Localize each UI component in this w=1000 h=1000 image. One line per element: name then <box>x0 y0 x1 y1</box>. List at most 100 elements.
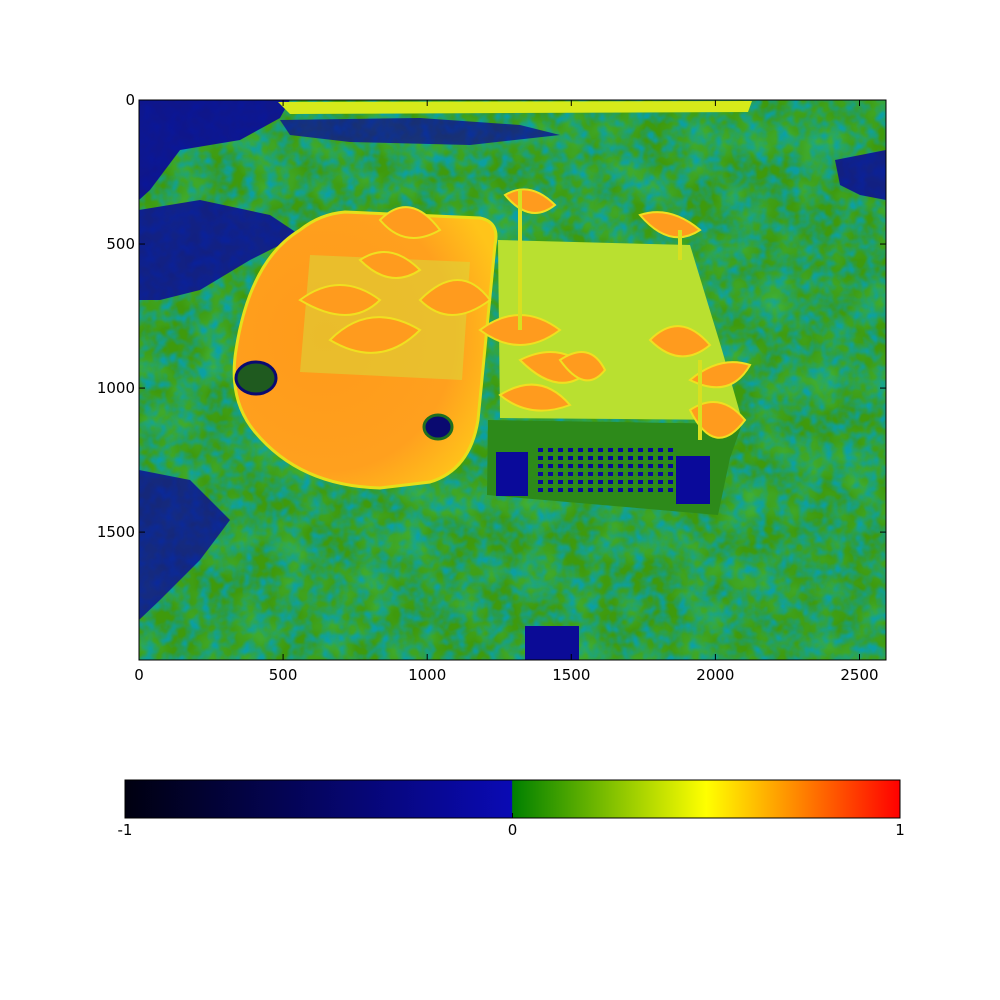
crate-slot <box>578 464 583 468</box>
crate-slot <box>628 448 633 452</box>
x-tick-label: 1000 <box>408 666 446 684</box>
negative-region-right <box>835 150 886 200</box>
crate-slot <box>558 480 563 484</box>
crate-slot <box>628 480 633 484</box>
crate-slot <box>608 472 613 476</box>
crate-slot <box>548 472 553 476</box>
crate-slot <box>568 448 573 452</box>
y-axis: 0 500 1000 1500 <box>97 91 886 541</box>
crate-slot <box>608 448 613 452</box>
crate-slot <box>538 448 543 452</box>
crate-slot <box>588 448 593 452</box>
crate-slot <box>628 464 633 468</box>
stems <box>518 190 702 440</box>
crate-slot <box>628 488 633 492</box>
y-tick-label: 1000 <box>97 379 135 397</box>
negative-region-bottom-object <box>525 626 579 660</box>
crate-slot <box>548 456 553 460</box>
colorbar-tick-label: 1 <box>895 821 905 839</box>
x-axis: 0 500 1000 1500 2000 2500 <box>134 100 879 684</box>
crate-slot <box>558 464 563 468</box>
crate-slot <box>578 472 583 476</box>
crate-slot <box>538 456 543 460</box>
crate-slot <box>538 472 543 476</box>
crate-slot <box>638 456 643 460</box>
crate-slot <box>608 480 613 484</box>
crate-slot <box>548 448 553 452</box>
crate-slot <box>618 472 623 476</box>
crate-slot <box>668 472 673 476</box>
crate-slot <box>558 448 563 452</box>
crate-slot <box>638 448 643 452</box>
heatmap-plot <box>139 100 886 660</box>
top-board <box>278 101 752 114</box>
crate-slot <box>608 488 613 492</box>
x-tick-label: 2000 <box>696 666 734 684</box>
negative-region-top-strip <box>280 118 560 145</box>
crate-slot <box>608 464 613 468</box>
crate-slot <box>668 464 673 468</box>
crate-slot <box>588 464 593 468</box>
crate-slot <box>548 464 553 468</box>
crate-slot <box>558 456 563 460</box>
crate-slot <box>638 480 643 484</box>
crate-slot <box>598 480 603 484</box>
crate-slot <box>578 480 583 484</box>
colorbar-axis: -1 0 1 <box>118 813 905 839</box>
crate-slot <box>558 488 563 492</box>
crate-slot <box>598 448 603 452</box>
crate-slot <box>538 488 543 492</box>
crate-slot <box>578 448 583 452</box>
crate-slot <box>638 472 643 476</box>
crate-slot <box>618 464 623 468</box>
crate-slot <box>648 464 653 468</box>
crate-slot <box>578 456 583 460</box>
colorbar-tick-label: 0 <box>508 821 518 839</box>
x-tick-label: 500 <box>269 666 298 684</box>
crate-slot <box>648 448 653 452</box>
crate-slot <box>568 488 573 492</box>
plot-frame <box>138 99 887 661</box>
crate-slot <box>608 456 613 460</box>
crate-slot <box>588 480 593 484</box>
crate-slot <box>668 456 673 460</box>
crate-slot <box>648 480 653 484</box>
negative-region-bottom-left <box>139 470 230 620</box>
tray-hole-right <box>422 413 454 441</box>
crate-slot <box>538 480 543 484</box>
crate-slot <box>568 480 573 484</box>
crate-slot <box>568 472 573 476</box>
negative-region-left <box>139 200 300 300</box>
crate-slot <box>588 472 593 476</box>
negative-region-top-left <box>139 100 290 200</box>
crate-slot <box>628 472 633 476</box>
crate-slot <box>658 480 663 484</box>
crate-slot <box>598 464 603 468</box>
y-tick-label: 0 <box>125 91 135 109</box>
crate-slot <box>618 456 623 460</box>
crate-slot <box>638 488 643 492</box>
crate-slot <box>658 472 663 476</box>
crate-slot <box>618 480 623 484</box>
crate-slot <box>658 488 663 492</box>
x-tick-label: 1500 <box>552 666 590 684</box>
crate-slot <box>668 480 673 484</box>
crate-slot <box>558 472 563 476</box>
crate-slot <box>668 448 673 452</box>
crate-slot <box>648 456 653 460</box>
crate-holes <box>496 452 710 504</box>
crate-slot <box>668 488 673 492</box>
crate-slot <box>588 456 593 460</box>
y-tick-label: 1500 <box>97 523 135 541</box>
crate-slot <box>568 456 573 460</box>
crate-slot <box>628 456 633 460</box>
crate-slot <box>568 464 573 468</box>
colorbar-gradient <box>124 779 901 819</box>
crate-slot <box>548 488 553 492</box>
crate-grid <box>538 448 673 492</box>
crate-slot <box>648 488 653 492</box>
crate-slot <box>598 456 603 460</box>
tray-hole-left <box>234 360 278 396</box>
crate-slot <box>548 480 553 484</box>
